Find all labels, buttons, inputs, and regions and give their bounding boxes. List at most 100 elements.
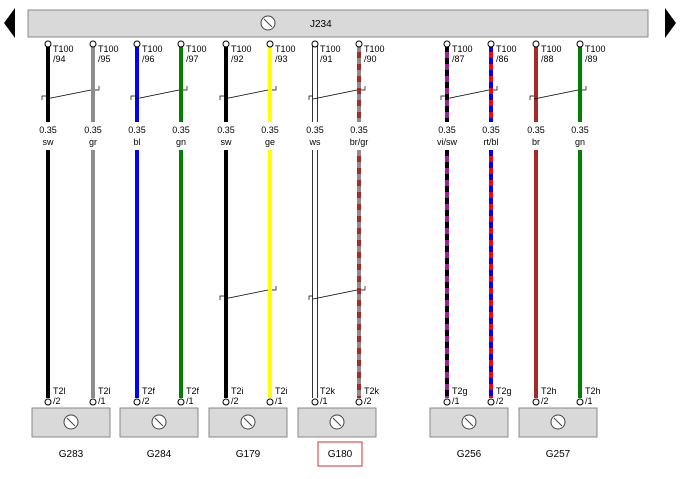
top-pin: T100 [98,44,119,54]
pin-arrow [311,398,319,406]
gauge: 0.35 [84,125,102,135]
twist-mark [308,95,313,100]
left-arrow[interactable] [4,8,15,38]
module-box [27,9,649,38]
component-icon-line [66,417,76,427]
pin-arrow [266,398,274,406]
top-pin: /90 [364,54,377,64]
color-code: sw [43,137,55,147]
top-pin: T100 [364,44,385,54]
color-code: gr [89,137,97,147]
pin-arrow [443,398,451,406]
component-label: G179 [236,449,261,460]
bottom-pin: T2h [585,386,601,396]
top-pin: /88 [541,54,554,64]
pin-arrow [177,398,185,406]
component-label: G257 [546,449,571,460]
top-pin: T100 [496,44,517,54]
gauge: 0.35 [306,125,324,135]
gauge: 0.35 [261,125,279,135]
color-code: br [532,137,540,147]
twist-mark [41,95,46,100]
module-icon-line [263,18,273,28]
twist-mark [529,95,534,100]
bottom-pin: T2f [186,386,200,396]
gauge: 0.35 [527,125,545,135]
module-label: J234 [310,19,332,30]
bottom-pin: T2g [496,386,512,396]
twist-mark [223,89,269,100]
component-icon-line [464,417,474,427]
component-icon-line [243,417,253,427]
bottom-pin: T2k [320,386,336,396]
gauge: 0.35 [571,125,589,135]
color-code: bl [133,137,140,147]
color-code: sw [221,137,233,147]
gauge: 0.35 [217,125,235,135]
color-code: vi/sw [437,137,458,147]
bottom-pin: T2i [275,386,288,396]
bottom-pin: /2 [231,396,239,406]
gauge: 0.35 [350,125,368,135]
top-pin: /93 [275,54,288,64]
component-icon-line [332,417,342,427]
top-pin: /91 [320,54,333,64]
twist-mark [130,95,135,100]
twist-mark [440,95,445,100]
pin-arrow [222,398,230,406]
pin-arrow [487,40,495,48]
color-code: gn [575,137,585,147]
pin-arrow [532,40,540,48]
bottom-pin: /1 [452,396,460,406]
twist-mark [183,86,188,91]
pin-arrow [576,398,584,406]
top-pin: /95 [98,54,111,64]
color-code: ge [265,137,275,147]
top-pin: T100 [320,44,341,54]
top-pin: T100 [275,44,296,54]
twist-mark [134,89,180,100]
highlight-box [317,441,363,467]
bottom-pin: /2 [364,396,372,406]
pin-arrow [89,398,97,406]
twist-mark [219,95,224,100]
component-icon-line [154,417,164,427]
twist-mark [361,86,366,91]
bottom-pin: T2l [53,386,66,396]
twist-mark [493,86,498,91]
top-pin: T100 [452,44,473,54]
top-pin: /86 [496,54,509,64]
pin-arrow [576,40,584,48]
top-pin: T100 [585,44,606,54]
gauge: 0.35 [128,125,146,135]
twist-mark [219,295,224,300]
pin-arrow [355,40,363,48]
twist-mark [272,286,277,291]
top-pin: /89 [585,54,598,64]
component-label: G180 [328,449,353,460]
top-pin: T100 [541,44,562,54]
bottom-pin: T2i [231,386,244,396]
gauge: 0.35 [438,125,456,135]
pin-arrow [266,40,274,48]
top-pin: /87 [452,54,465,64]
color-code: ws [309,137,321,147]
pin-arrow [133,398,141,406]
pin-arrow [177,40,185,48]
right-arrow[interactable] [665,8,676,38]
color-code: rt/bl [483,137,498,147]
top-pin: T100 [53,44,74,54]
twist-mark [533,89,579,100]
component-label: G256 [457,449,482,460]
twist-mark [312,289,358,300]
color-code: gn [176,137,186,147]
pin-arrow [222,40,230,48]
bottom-pin: /2 [142,396,150,406]
pin-arrow [532,398,540,406]
twist-mark [45,89,92,100]
bottom-pin: T2l [98,386,111,396]
bottom-pin: /2 [541,396,549,406]
pin-arrow [487,398,495,406]
twist-mark [312,89,358,100]
